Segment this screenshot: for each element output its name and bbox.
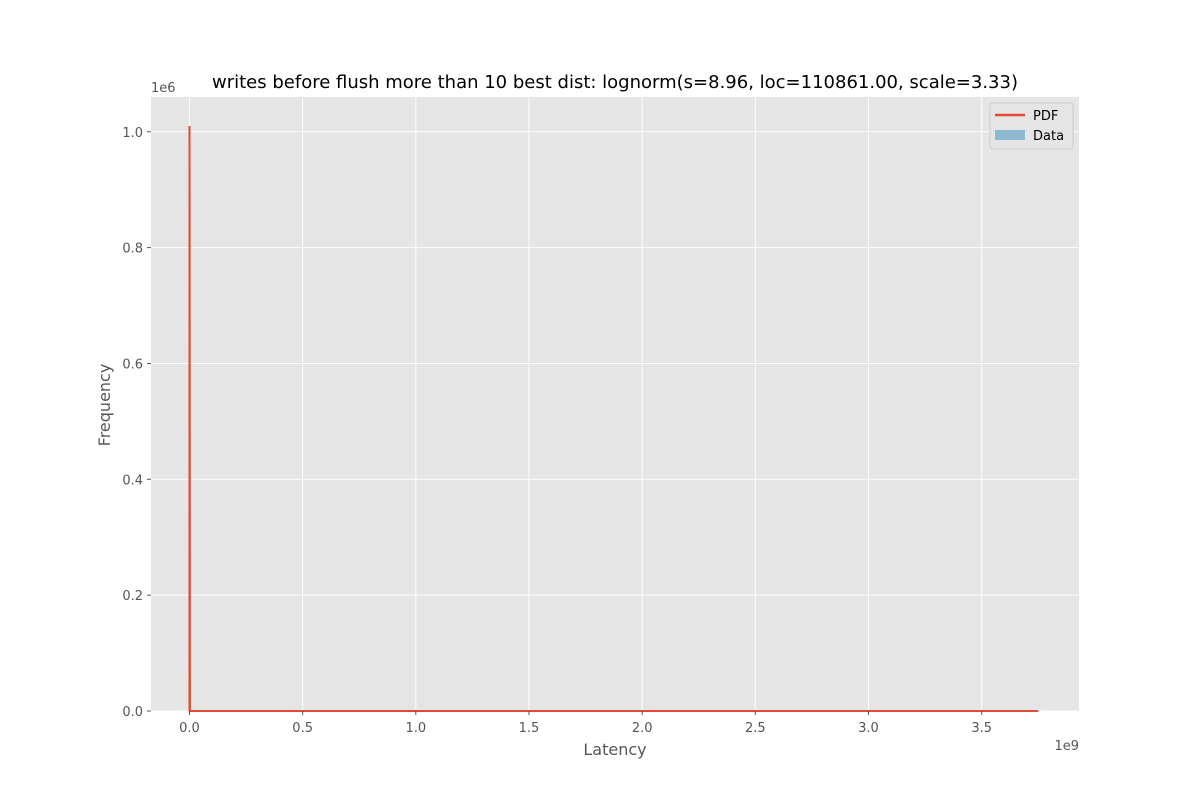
x-tick-label: 1.0 [405, 721, 426, 736]
chart-title: writes before flush more than 10 best di… [212, 72, 1018, 93]
x-tick-label: 3.5 [971, 721, 992, 736]
x-tick-label: 0.0 [179, 721, 200, 736]
x-axis-offset-label: 1e9 [1054, 739, 1079, 754]
x-tick-label: 2.5 [745, 721, 766, 736]
y-tick-label: 0.2 [122, 589, 143, 604]
y-tick-label: 1.0 [122, 126, 143, 141]
legend-data-label: Data [1033, 129, 1064, 144]
y-axis-ticks: 0.0 0.2 0.4 0.6 0.8 1.0 [122, 126, 151, 720]
y-tick-label: 0.4 [122, 473, 143, 488]
pdf-line [188, 125, 1039, 712]
y-axis-offset-label: 1e6 [151, 81, 176, 96]
x-tick-label: 0.5 [292, 721, 313, 736]
x-tick-label: 2.0 [632, 721, 653, 736]
legend-pdf-label: PDF [1033, 109, 1058, 124]
y-axis-label: Frequency [95, 364, 114, 447]
y-tick-label: 0.6 [122, 357, 143, 372]
x-axis-ticks: 0.0 0.5 1.0 1.5 2.0 2.5 3.0 3.5 [179, 711, 992, 736]
plot-area [151, 97, 1079, 711]
y-tick-label: 0.0 [122, 705, 143, 720]
legend-data-swatch [995, 130, 1025, 140]
pdf-lines [188, 125, 1039, 712]
x-axis-label: Latency [583, 740, 646, 759]
x-tick-label: 1.5 [519, 721, 540, 736]
x-tick-label: 3.0 [858, 721, 879, 736]
y-tick-label: 0.8 [122, 242, 143, 257]
legend: PDF Data [989, 102, 1074, 150]
